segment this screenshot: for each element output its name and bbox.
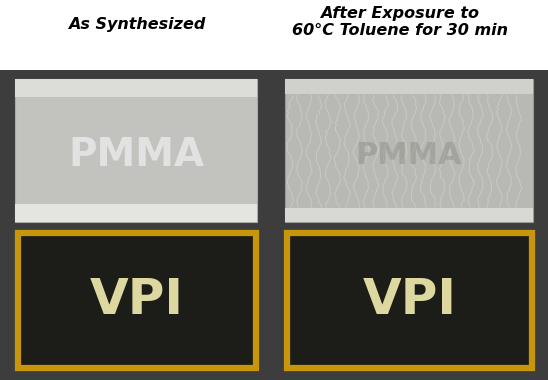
- Bar: [287, 233, 532, 368]
- Bar: [0, 70, 548, 380]
- Bar: [285, 208, 533, 222]
- Text: VPI: VPI: [90, 277, 184, 325]
- Text: PMMA: PMMA: [356, 141, 463, 170]
- Bar: [285, 79, 533, 222]
- Bar: [285, 79, 533, 94]
- Text: PMMA: PMMA: [68, 136, 204, 174]
- Text: After Exposure to
60°C Toluene for 30 min: After Exposure to 60°C Toluene for 30 mi…: [292, 6, 508, 38]
- Text: VPI: VPI: [362, 277, 456, 325]
- Text: As Synthesized: As Synthesized: [68, 17, 206, 33]
- Bar: [15, 79, 257, 97]
- Bar: [15, 204, 257, 222]
- Bar: [18, 233, 256, 368]
- Bar: [15, 79, 257, 222]
